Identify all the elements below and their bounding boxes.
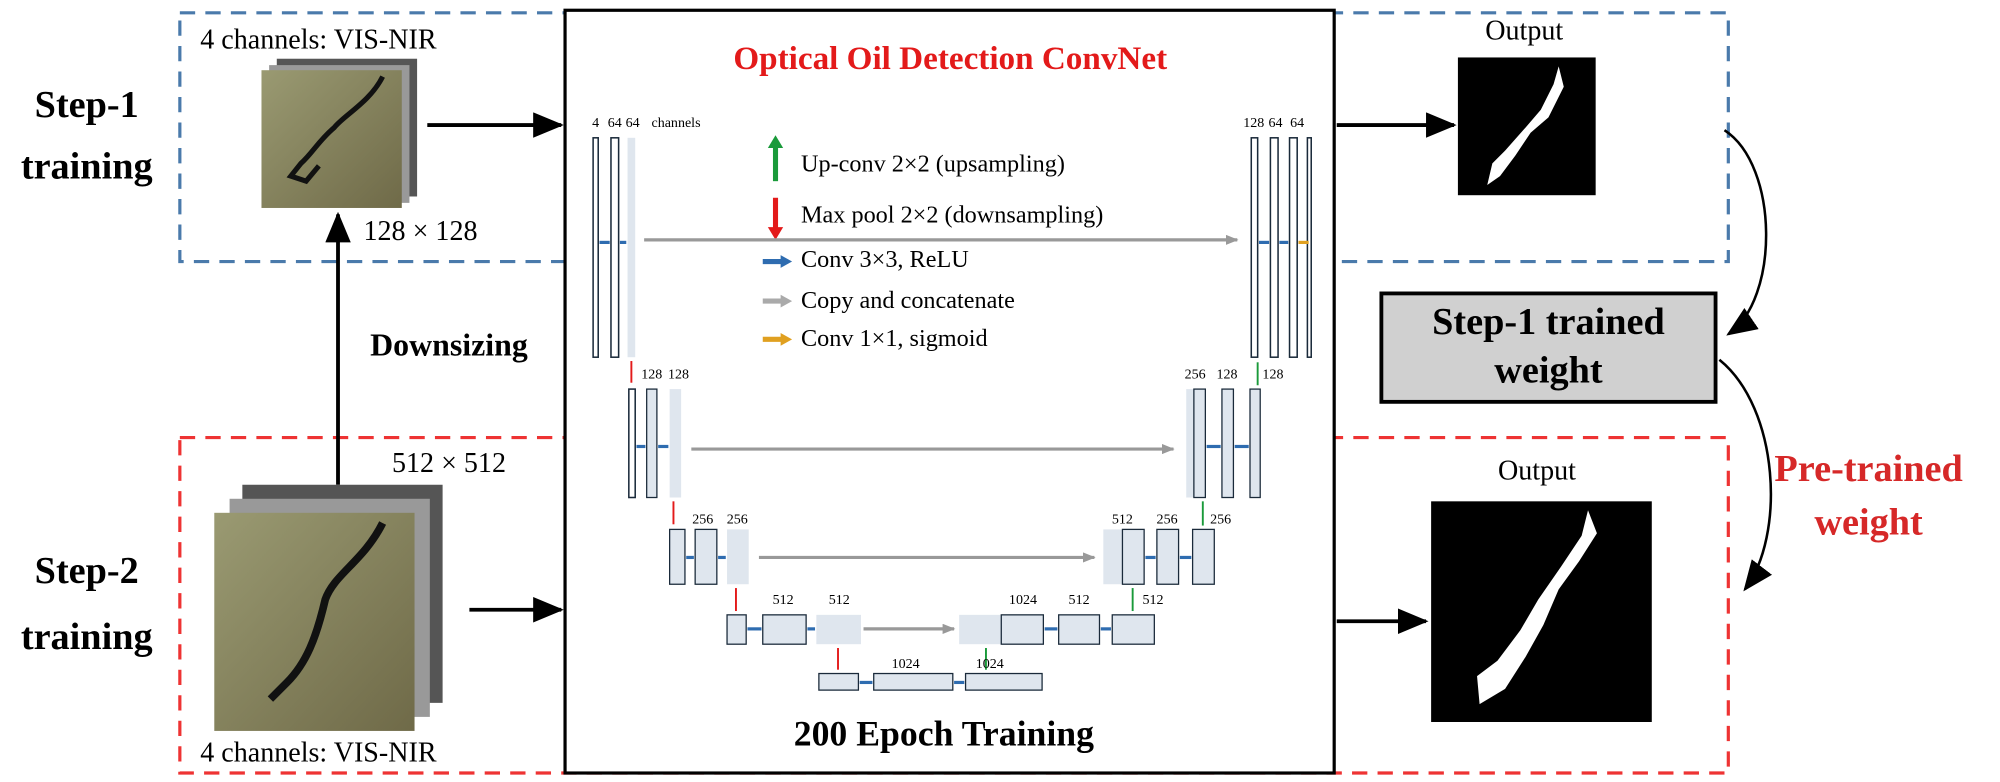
input-label: 4 channels: VIS-NIR xyxy=(200,738,437,769)
block xyxy=(873,672,954,691)
curve-arrow xyxy=(1718,358,1773,592)
channel-label: 64 xyxy=(626,115,640,131)
legend-text: Up-conv 2×2 (upsampling) xyxy=(801,150,1065,177)
input-label: 4 channels: VIS-NIR xyxy=(200,25,437,56)
legend-text: Copy and concatenate xyxy=(801,287,1015,314)
output-label: Output xyxy=(1498,456,1576,487)
channel-label: 128 xyxy=(1243,115,1264,131)
size-label: 512 × 512 xyxy=(392,448,506,479)
block xyxy=(964,672,1043,691)
input-image xyxy=(261,70,402,208)
block xyxy=(1306,137,1312,358)
oil-mask xyxy=(1477,510,1597,705)
unet: 4 64 64 channels 128 64 64 128 128 256 1… xyxy=(592,115,1312,691)
block xyxy=(1221,388,1235,499)
block xyxy=(1058,614,1101,645)
channel-label: 512 xyxy=(773,592,794,608)
block xyxy=(1111,614,1155,645)
channel-label: 256 xyxy=(1185,366,1206,382)
curve-arrow xyxy=(1723,129,1768,336)
block xyxy=(1103,529,1124,585)
channel-label: 256 xyxy=(1210,512,1231,528)
step2-title: Step-2 xyxy=(35,550,139,592)
output-label: Output xyxy=(1485,16,1563,47)
channel-label: 128 xyxy=(668,366,689,382)
oil xyxy=(286,75,385,185)
block xyxy=(1156,528,1180,585)
block xyxy=(694,528,718,585)
channel-label: 64 xyxy=(1269,115,1283,131)
block xyxy=(669,389,682,498)
block xyxy=(646,388,658,499)
channel-label: 256 xyxy=(692,512,713,528)
legend-text: Conv 3×3, ReLU xyxy=(801,246,969,273)
block xyxy=(959,614,1002,645)
block xyxy=(1269,137,1279,358)
channel-label: 256 xyxy=(727,512,748,528)
block xyxy=(726,614,747,645)
convnet-title: Optical Oil Detection ConvNet xyxy=(733,40,1167,77)
trained-weight: Step-1 trained xyxy=(1432,301,1665,343)
channel-label: 128 xyxy=(641,366,662,382)
channel-label: 64 xyxy=(1290,115,1304,131)
legend-text: Conv 1×1, sigmoid xyxy=(801,325,988,352)
step1-title: training xyxy=(21,145,153,187)
block xyxy=(628,388,636,499)
block xyxy=(1121,528,1145,585)
block xyxy=(816,614,861,645)
step1-title: Step-1 xyxy=(35,84,139,126)
size-label: 128 × 128 xyxy=(364,216,478,247)
block xyxy=(627,137,636,358)
block xyxy=(1191,528,1215,585)
block xyxy=(1250,137,1259,358)
trained-weight: weight xyxy=(1494,350,1603,392)
block xyxy=(762,614,807,645)
channel-label: 512 xyxy=(829,592,850,608)
channel-label: 256 xyxy=(1157,512,1178,528)
channel-label: 1024 xyxy=(892,656,920,672)
convnet-footer: 200 Epoch Training xyxy=(794,713,1094,753)
channel-label: 128 xyxy=(1217,366,1238,382)
oil-mask xyxy=(1487,66,1564,186)
step2-title: training xyxy=(21,616,153,658)
channel-label: 64 xyxy=(608,115,622,131)
block xyxy=(1288,137,1298,358)
channel-label: 512 xyxy=(1069,592,1090,608)
block xyxy=(669,528,686,585)
block xyxy=(1000,614,1045,645)
channel-label: 512 xyxy=(1112,512,1133,528)
legend-text: Max pool 2×2 (downsampling) xyxy=(801,201,1103,228)
block xyxy=(1249,388,1261,499)
channel-label: 128 xyxy=(1262,366,1283,382)
block xyxy=(727,529,749,585)
block xyxy=(592,137,599,358)
channel-label: channels xyxy=(651,115,700,131)
pretrained-weight: weight xyxy=(1814,501,1923,543)
legend: Up-conv 2×2 (upsampling) Max pool 2×2 (d… xyxy=(762,135,1103,352)
channel-label: 4 xyxy=(592,115,599,131)
block xyxy=(610,137,620,358)
block xyxy=(1193,388,1206,499)
channel-label: 1024 xyxy=(976,656,1004,672)
block xyxy=(818,672,860,691)
channel-label: 512 xyxy=(1143,592,1164,608)
pretrained-weight: Pre-trained xyxy=(1774,448,1962,490)
input-image xyxy=(214,512,415,731)
oil xyxy=(267,521,387,702)
downsizing-label: Downsizing xyxy=(370,328,528,363)
trained-weight-box xyxy=(1379,291,1718,404)
channel-label: 1024 xyxy=(1009,592,1037,608)
